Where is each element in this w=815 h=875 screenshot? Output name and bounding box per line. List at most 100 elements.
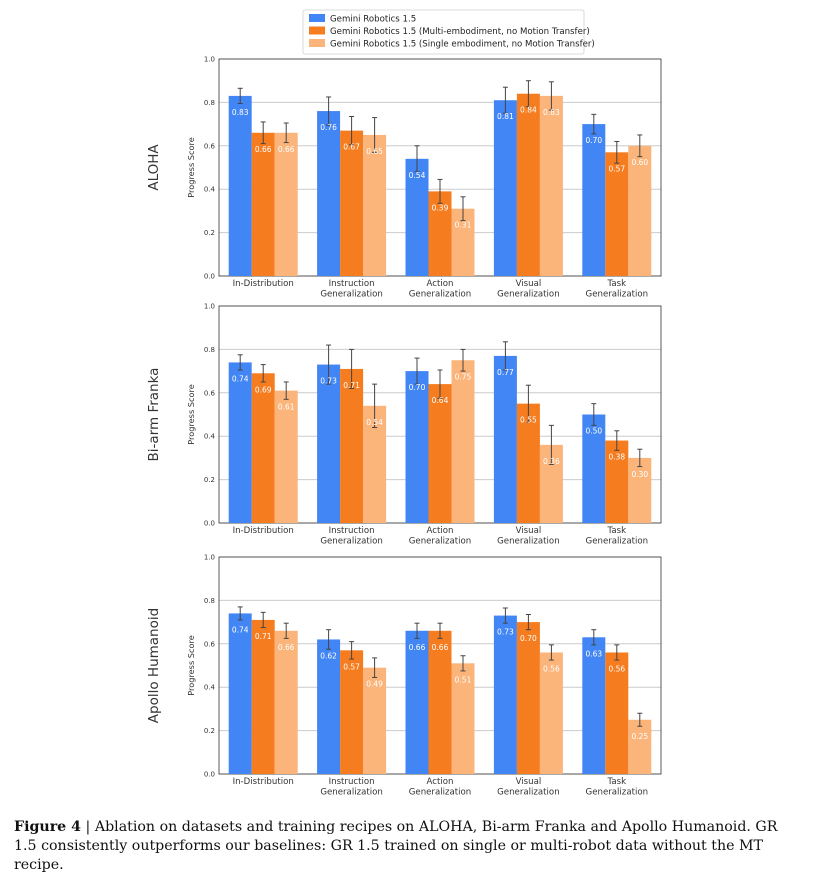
legend-label: Gemini Robotics 1.5 bbox=[330, 15, 416, 25]
x-tick-label: Visual bbox=[516, 526, 542, 536]
data-label: 0.73 bbox=[497, 628, 514, 637]
y-tick-label: 0.8 bbox=[204, 346, 215, 354]
bar bbox=[340, 368, 364, 523]
bar bbox=[228, 613, 252, 774]
x-tick-label: Generalization bbox=[586, 788, 649, 798]
bar bbox=[628, 719, 652, 774]
bar bbox=[516, 622, 540, 774]
bar bbox=[493, 355, 517, 523]
data-label: 0.71 bbox=[343, 381, 360, 390]
y-tick-label: 0.0 bbox=[204, 771, 215, 779]
bar bbox=[317, 364, 341, 523]
legend-swatch bbox=[309, 26, 325, 35]
data-label: 0.67 bbox=[343, 143, 360, 152]
data-label: 0.70 bbox=[585, 136, 602, 145]
bar bbox=[274, 132, 298, 276]
x-tick-label: Generalization bbox=[586, 537, 649, 547]
bar bbox=[605, 152, 629, 276]
data-label: 0.39 bbox=[432, 203, 449, 212]
data-label: 0.70 bbox=[409, 383, 426, 392]
x-tick-label: Generalization bbox=[409, 290, 472, 300]
bar bbox=[516, 93, 540, 276]
y-tick-label: 0.2 bbox=[204, 476, 215, 484]
y-axis-label: Progress Score bbox=[186, 384, 196, 444]
row-title: Bi-arm Franka bbox=[146, 368, 162, 462]
y-tick-label: 1.0 bbox=[204, 56, 215, 64]
ablation-figure: Gemini Robotics 1.5 Gemini Robotics 1.5 (… bbox=[146, 9, 662, 798]
bar bbox=[340, 650, 364, 774]
data-label: 0.74 bbox=[232, 374, 249, 383]
y-tick-label: 0.0 bbox=[204, 273, 215, 281]
bar bbox=[451, 360, 475, 523]
data-label: 0.66 bbox=[278, 145, 295, 154]
y-tick-label: 0.8 bbox=[204, 99, 215, 107]
y-tick-label: 0.6 bbox=[204, 142, 216, 150]
y-axis-label: Progress Score bbox=[186, 137, 196, 197]
panel-apollo-humanoid: 0.0 0.2 0.4 0.6 0.8 1.0 Apollo Humanoid Progres… bbox=[146, 554, 662, 798]
y-tick-label: 0.4 bbox=[204, 186, 216, 194]
bar bbox=[539, 444, 563, 523]
panel-aloha: 0.0 0.2 0.4 0.6 0.8 1.0 ALOHA Progress Score 0.8… bbox=[146, 56, 662, 300]
chart-panels: 0.0 0.2 0.4 0.6 0.8 1.0 ALOHA Progress Score 0.8… bbox=[146, 56, 662, 798]
bar bbox=[363, 667, 387, 774]
legend-box bbox=[302, 9, 585, 55]
bar bbox=[228, 95, 252, 276]
data-label: 0.74 bbox=[232, 625, 249, 634]
bar bbox=[251, 619, 275, 774]
x-tick-label: Generalization bbox=[497, 788, 560, 798]
x-tick-label: Action bbox=[427, 279, 454, 289]
bar bbox=[605, 440, 629, 523]
y-tick-label: 0.8 bbox=[204, 597, 215, 605]
data-label: 0.25 bbox=[631, 732, 648, 741]
bar bbox=[582, 124, 606, 276]
data-label: 0.62 bbox=[320, 651, 337, 660]
bar bbox=[274, 390, 298, 523]
x-tick-label: Visual bbox=[516, 777, 542, 787]
y-tick-label: 1.0 bbox=[204, 303, 215, 311]
x-tick-label: In-Distribution bbox=[233, 777, 294, 787]
data-label: 0.31 bbox=[455, 221, 472, 230]
x-tick-label: Generalization bbox=[586, 290, 649, 300]
x-tick-label: Generalization bbox=[320, 537, 383, 547]
x-tick-label: Task bbox=[607, 526, 627, 536]
legend: Gemini Robotics 1.5 Gemini Robotics 1.5 (… bbox=[302, 9, 595, 55]
x-tick-label: Task bbox=[607, 279, 627, 289]
data-label: 0.64 bbox=[432, 396, 449, 405]
data-label: 0.76 bbox=[320, 123, 337, 132]
legend-swatch bbox=[309, 14, 325, 22]
data-label: 0.61 bbox=[278, 403, 295, 412]
bar bbox=[516, 403, 540, 523]
bar bbox=[428, 191, 452, 276]
bar bbox=[582, 414, 606, 523]
x-tick-label: Generalization bbox=[497, 290, 560, 300]
bar bbox=[582, 637, 606, 774]
x-tick-label: Action bbox=[427, 526, 454, 536]
panel-bi-arm-franka: 0.0 0.2 0.4 0.6 0.8 1.0 Bi-arm Franka Progress … bbox=[146, 303, 662, 547]
y-tick-label: 0.4 bbox=[204, 433, 216, 441]
x-tick-label: Generalization bbox=[320, 290, 383, 300]
data-label: 0.50 bbox=[585, 427, 602, 436]
bar bbox=[539, 652, 563, 774]
legend-swatch bbox=[309, 39, 325, 47]
data-label: 0.75 bbox=[455, 372, 472, 381]
bar bbox=[228, 362, 252, 523]
data-label: 0.51 bbox=[455, 675, 472, 684]
figure-caption: Figure 4 | Ablation on datasets and trai… bbox=[14, 818, 804, 875]
data-label: 0.30 bbox=[631, 470, 648, 479]
bar bbox=[451, 663, 475, 774]
data-label: 0.70 bbox=[520, 634, 537, 643]
y-axis-label: Progress Score bbox=[186, 635, 196, 695]
data-label: 0.81 bbox=[497, 112, 514, 121]
bar bbox=[628, 145, 652, 276]
caption-text: Ablation on datasets and training recipe… bbox=[14, 819, 778, 873]
y-tick-label: 1.0 bbox=[204, 554, 215, 562]
x-tick-label: Generalization bbox=[320, 788, 383, 798]
x-tick-label: Generalization bbox=[409, 537, 472, 547]
data-label: 0.69 bbox=[255, 385, 272, 394]
bar bbox=[428, 630, 452, 774]
data-label: 0.57 bbox=[343, 662, 360, 671]
y-tick-label: 0.6 bbox=[204, 389, 216, 397]
bar bbox=[405, 630, 429, 774]
y-tick-label: 0.6 bbox=[204, 640, 216, 648]
data-label: 0.63 bbox=[585, 649, 602, 658]
